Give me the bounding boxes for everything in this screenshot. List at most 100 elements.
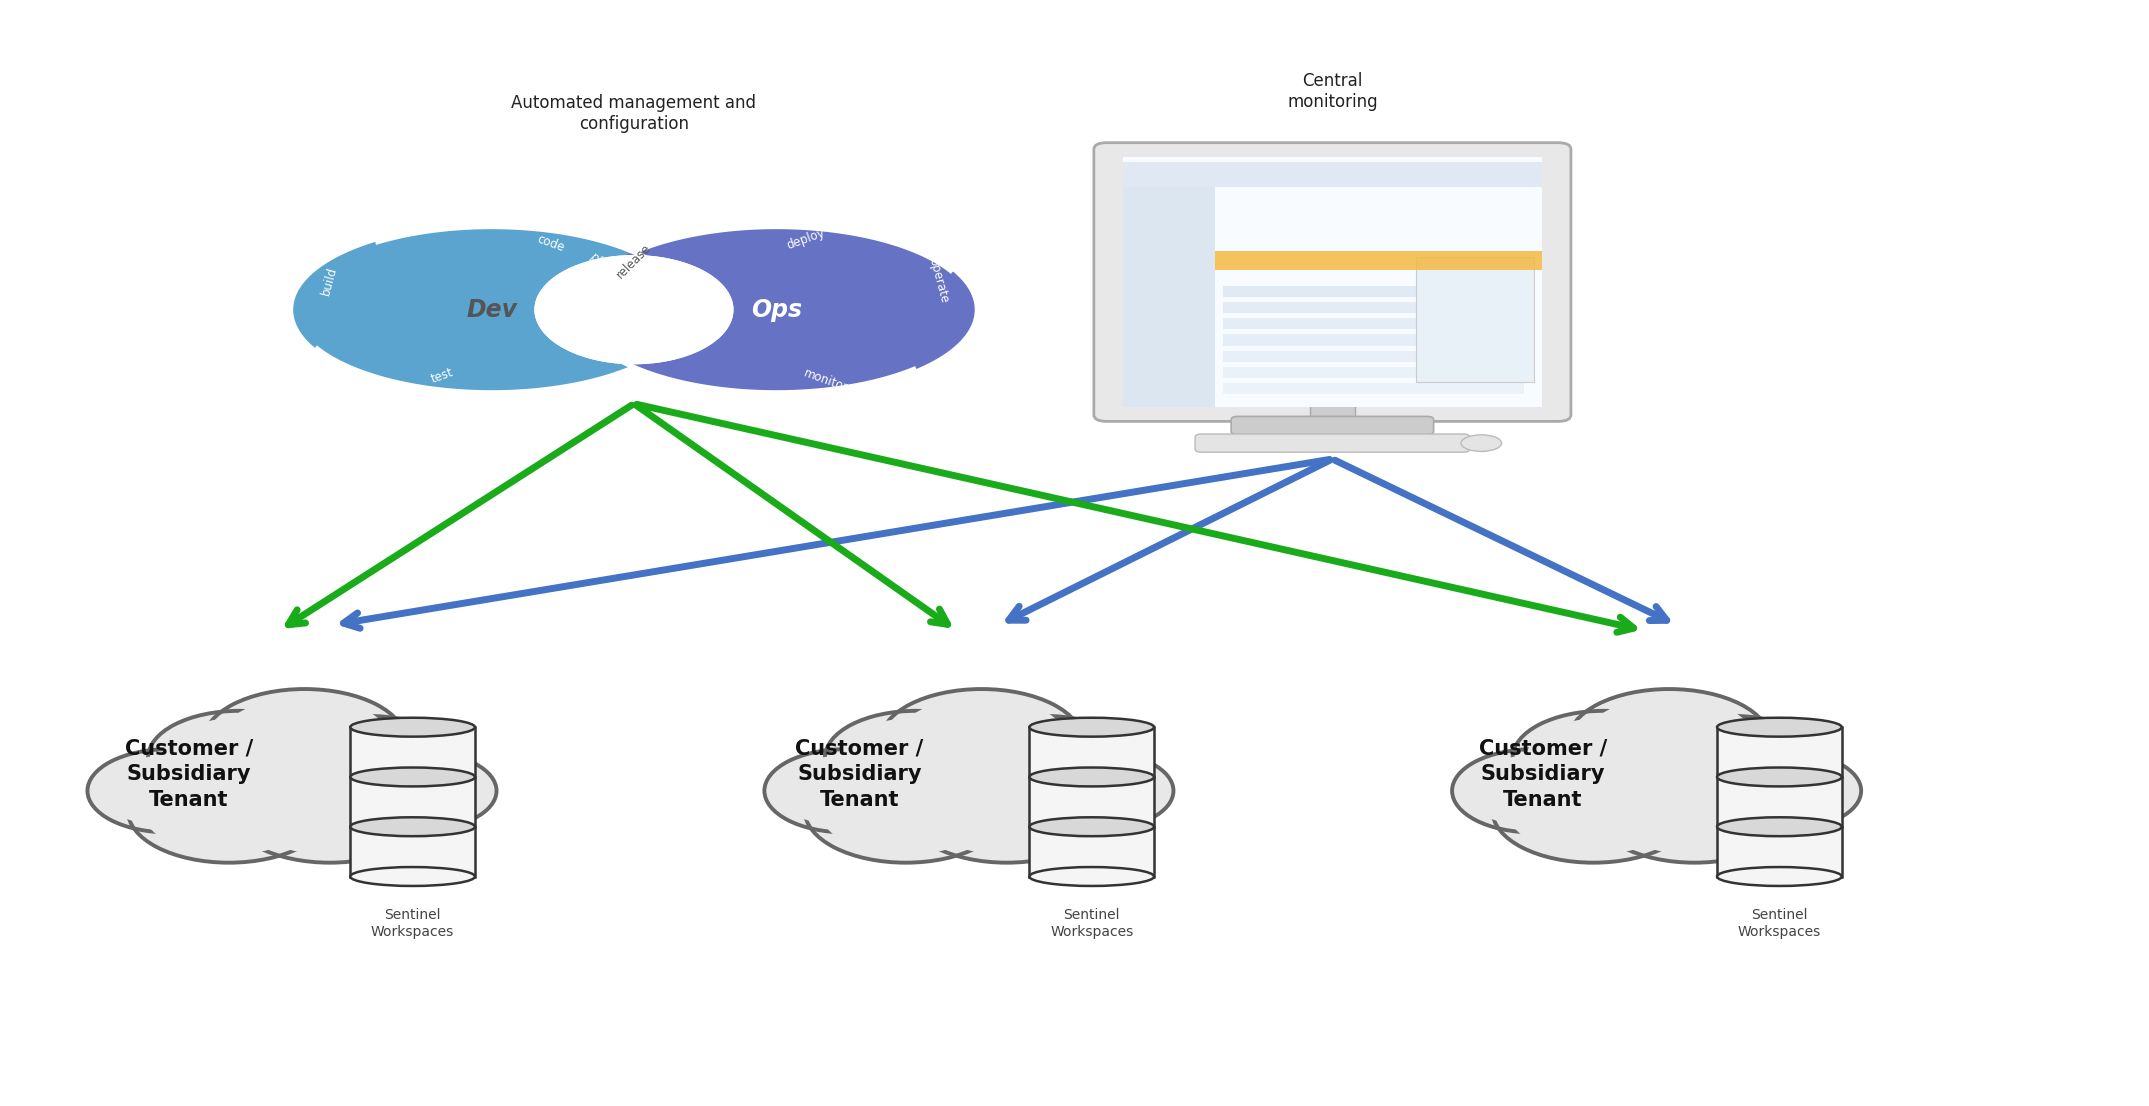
Bar	[350, 728, 475, 776]
Text: monitor: monitor	[802, 366, 849, 394]
Bar	[1223, 367, 1524, 378]
Bar	[1223, 319, 1524, 330]
Circle shape	[967, 716, 1128, 800]
Circle shape	[1569, 689, 1771, 793]
Ellipse shape	[1029, 817, 1154, 836]
Ellipse shape	[1029, 718, 1154, 737]
Circle shape	[978, 722, 1115, 793]
Circle shape	[1034, 758, 1163, 824]
Text: Central
monitoring: Central monitoring	[1287, 72, 1378, 111]
Circle shape	[1610, 766, 1779, 855]
Circle shape	[1549, 729, 1739, 826]
Text: Sentinel
Workspaces: Sentinel Workspaces	[1051, 908, 1133, 939]
Circle shape	[144, 766, 314, 855]
Circle shape	[1023, 752, 1173, 830]
Circle shape	[301, 722, 438, 793]
Bar	[1717, 776, 1842, 827]
Text: build: build	[320, 264, 340, 296]
Ellipse shape	[1717, 768, 1842, 786]
Bar	[1223, 334, 1524, 345]
Circle shape	[776, 755, 913, 826]
Text: Customer /
Subsidiary
Tenant: Customer / Subsidiary Tenant	[1479, 739, 1607, 810]
Text: Customer /
Subsidiary
Tenant: Customer / Subsidiary Tenant	[125, 739, 254, 810]
Polygon shape	[578, 227, 973, 393]
Polygon shape	[535, 255, 733, 364]
Circle shape	[1491, 759, 1693, 863]
Text: Sentinel
Workspaces: Sentinel Workspaces	[1739, 908, 1820, 939]
Bar	[1223, 351, 1524, 362]
Bar	[1122, 187, 1214, 407]
Ellipse shape	[1029, 867, 1154, 886]
Circle shape	[1532, 720, 1756, 835]
Bar	[350, 827, 475, 876]
Circle shape	[88, 749, 249, 833]
Bar	[1223, 285, 1524, 298]
Circle shape	[228, 759, 430, 863]
Ellipse shape	[1461, 435, 1502, 451]
Circle shape	[905, 759, 1109, 863]
Bar	[1029, 728, 1154, 776]
Ellipse shape	[350, 867, 475, 886]
Circle shape	[896, 697, 1068, 785]
FancyBboxPatch shape	[1195, 434, 1470, 452]
Ellipse shape	[350, 718, 475, 737]
Bar	[1309, 395, 1354, 421]
Text: Customer /
Subsidiary
Tenant: Customer / Subsidiary Tenant	[795, 739, 924, 810]
Ellipse shape	[1717, 718, 1842, 737]
Text: test: test	[430, 366, 456, 386]
Circle shape	[219, 697, 391, 785]
Bar	[1122, 163, 1543, 187]
Bar	[1717, 728, 1842, 776]
Circle shape	[804, 759, 1006, 863]
Text: operate: operate	[926, 257, 950, 304]
Circle shape	[1509, 766, 1678, 855]
Ellipse shape	[1029, 768, 1154, 786]
Text: Sentinel
Workspaces: Sentinel Workspaces	[372, 908, 453, 939]
Circle shape	[765, 749, 926, 833]
Circle shape	[1711, 752, 1861, 830]
FancyBboxPatch shape	[1231, 417, 1433, 435]
Bar	[1416, 257, 1534, 382]
Circle shape	[1665, 722, 1803, 793]
Ellipse shape	[1717, 867, 1842, 886]
Bar	[1223, 383, 1524, 394]
Text: deploy: deploy	[784, 227, 827, 252]
Text: Automated management and
configuration: Automated management and configuration	[511, 94, 756, 133]
Circle shape	[1592, 759, 1794, 863]
Bar	[1717, 827, 1842, 876]
Circle shape	[862, 729, 1051, 826]
Circle shape	[245, 766, 415, 855]
Circle shape	[1513, 711, 1693, 804]
Circle shape	[161, 718, 316, 797]
Text: release: release	[615, 242, 653, 281]
Circle shape	[168, 720, 391, 835]
Circle shape	[99, 755, 236, 826]
Text: code: code	[535, 232, 567, 254]
Text: Ops: Ops	[750, 298, 802, 322]
FancyBboxPatch shape	[1094, 143, 1571, 421]
Circle shape	[148, 711, 331, 804]
Circle shape	[1526, 718, 1681, 797]
Circle shape	[357, 758, 486, 824]
Circle shape	[838, 718, 993, 797]
Circle shape	[204, 689, 406, 793]
Circle shape	[1584, 697, 1756, 785]
Circle shape	[1721, 758, 1850, 824]
Bar	[1223, 302, 1524, 313]
Circle shape	[1453, 749, 1614, 833]
Circle shape	[1463, 755, 1601, 826]
Circle shape	[290, 716, 451, 800]
Circle shape	[821, 766, 991, 855]
Ellipse shape	[350, 817, 475, 836]
Text: Dev: Dev	[466, 298, 518, 322]
Ellipse shape	[350, 768, 475, 786]
Bar	[1214, 251, 1543, 270]
Circle shape	[185, 729, 374, 826]
Ellipse shape	[1717, 817, 1842, 836]
Bar	[1122, 157, 1543, 407]
Polygon shape	[535, 255, 733, 364]
Circle shape	[881, 689, 1083, 793]
Circle shape	[129, 759, 331, 863]
Circle shape	[845, 720, 1068, 835]
Circle shape	[346, 752, 496, 830]
